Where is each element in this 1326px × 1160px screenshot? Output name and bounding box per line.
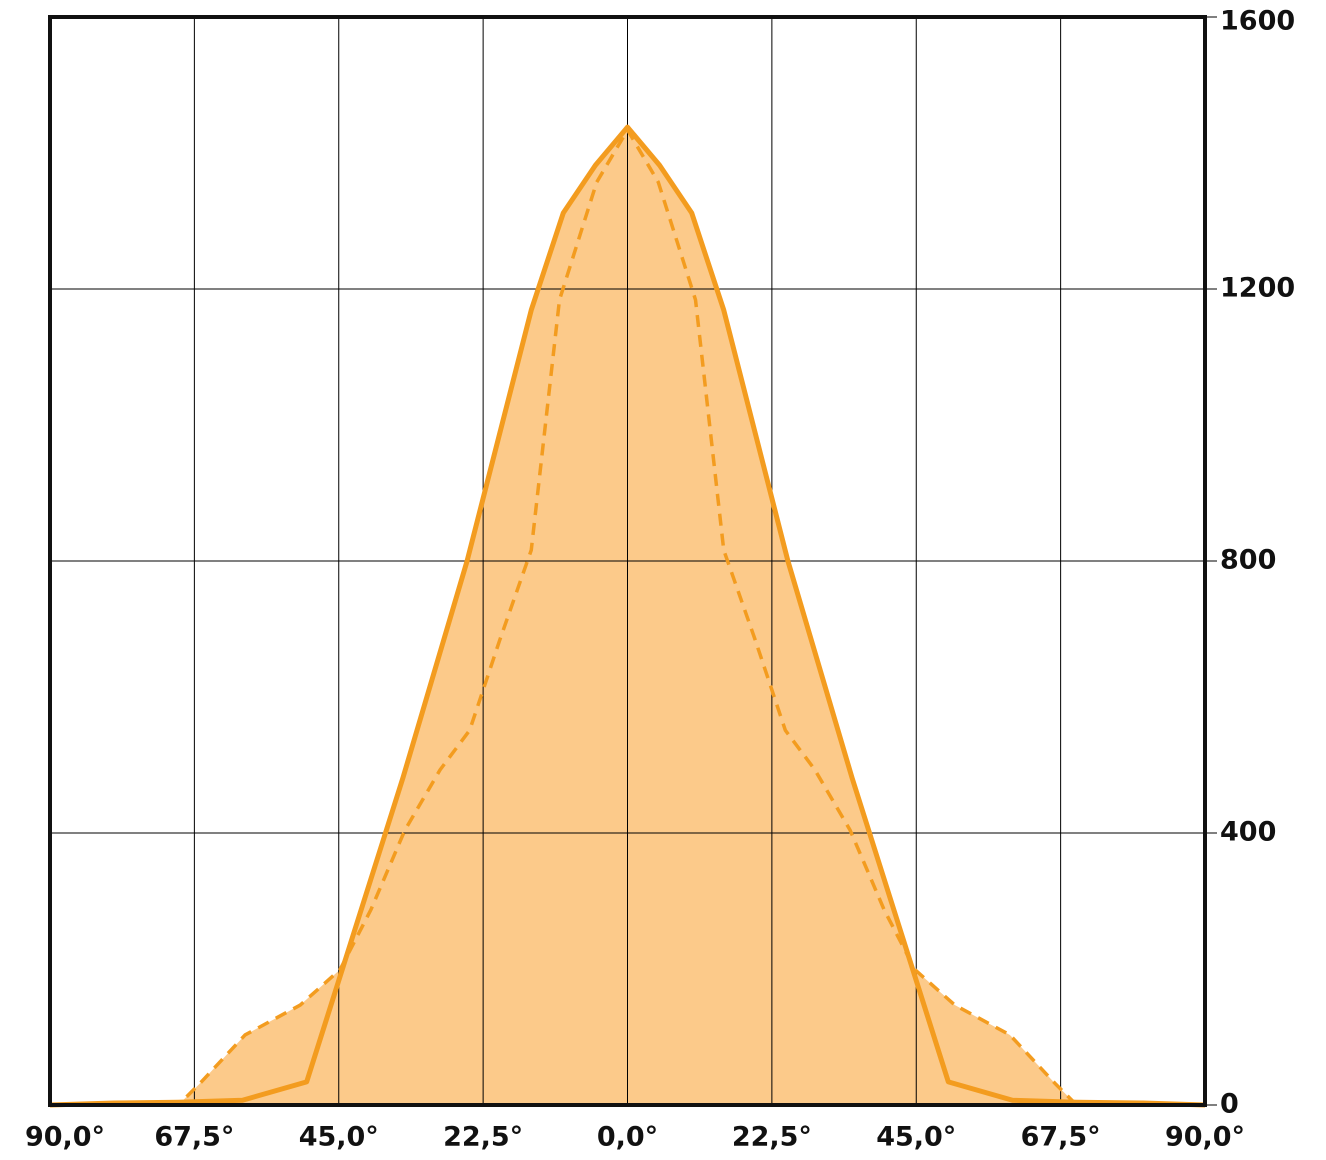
- x-tick-label: 0,0°: [597, 1122, 658, 1153]
- y-tick-label: 1600: [1220, 6, 1295, 37]
- y-tick-label: 1200: [1220, 273, 1295, 304]
- x-tick-label: 22,5°: [443, 1122, 523, 1153]
- x-tick-label: 45,0°: [299, 1122, 379, 1153]
- x-tick-label: 45,0°: [876, 1122, 956, 1153]
- y-tick-label: 0: [1220, 1089, 1239, 1120]
- y-tick-label: 400: [1220, 817, 1276, 848]
- x-tick-label: 67,5°: [1021, 1122, 1101, 1153]
- series-line: [49, 124, 1206, 1108]
- x-tick-label: 67,5°: [154, 1122, 234, 1153]
- y-tick-label: 800: [1220, 545, 1276, 576]
- x-tick-label: 90,0°: [25, 1122, 105, 1153]
- x-tick-label: 90,0°: [1165, 1122, 1245, 1153]
- x-tick-label: 22,5°: [732, 1122, 812, 1153]
- plot-frame: [48, 15, 1207, 1107]
